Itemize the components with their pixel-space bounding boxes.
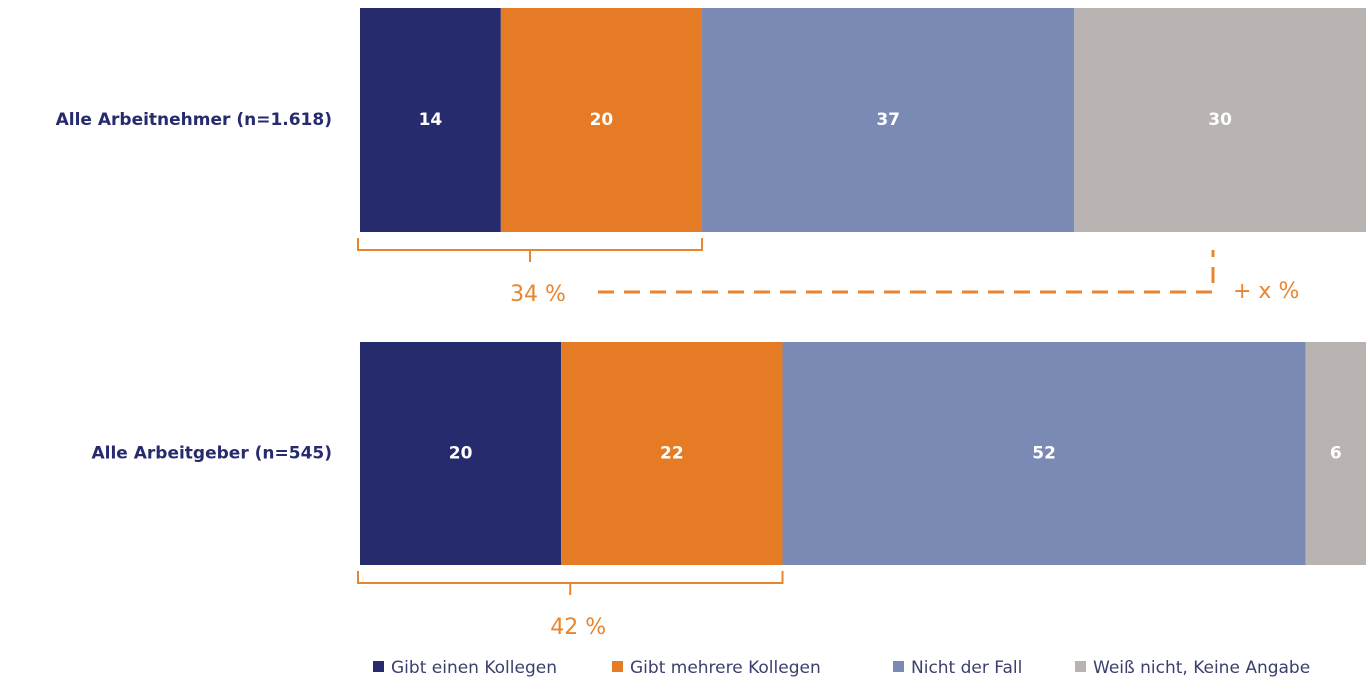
bracket: [357, 238, 704, 262]
bar-segment: [500, 8, 703, 232]
bar-segment: [360, 8, 501, 232]
annotation: + x %: [1233, 279, 1299, 304]
value-label: 20: [449, 444, 473, 464]
value-label: 20: [590, 110, 614, 130]
value-label: 14: [419, 110, 443, 130]
bracket: [357, 571, 784, 595]
bar-segment: [702, 8, 1075, 232]
bar-segment: [1305, 342, 1366, 565]
value-label: 30: [1208, 110, 1232, 130]
legend-swatch: [1075, 661, 1086, 672]
legend-label: Gibt einen Kollegen: [391, 658, 557, 678]
bar-segment: [360, 342, 562, 565]
annotation: 34 %: [510, 282, 566, 307]
legend-swatch: [893, 661, 904, 672]
value-label: 37: [876, 110, 900, 130]
bar-segment: [1074, 8, 1366, 232]
value-label: 6: [1330, 444, 1342, 464]
category-label: Alle Arbeitgeber (n=545): [91, 444, 332, 464]
bar-segment: [561, 342, 783, 565]
bar-segment: [782, 342, 1306, 565]
legend-swatch: [612, 661, 623, 672]
annotation: 42 %: [550, 615, 606, 640]
value-label: 52: [1032, 444, 1056, 464]
category-label: Alle Arbeitnehmer (n=1.618): [56, 110, 332, 130]
value-label: 22: [660, 444, 684, 464]
legend-label: Nicht der Fall: [911, 658, 1022, 678]
legend-label: Weiß nicht, Keine Angabe: [1093, 658, 1310, 678]
legend-swatch: [373, 661, 384, 672]
dashed-connector: [598, 250, 1215, 294]
legend-label: Gibt mehrere Kollegen: [630, 658, 821, 678]
